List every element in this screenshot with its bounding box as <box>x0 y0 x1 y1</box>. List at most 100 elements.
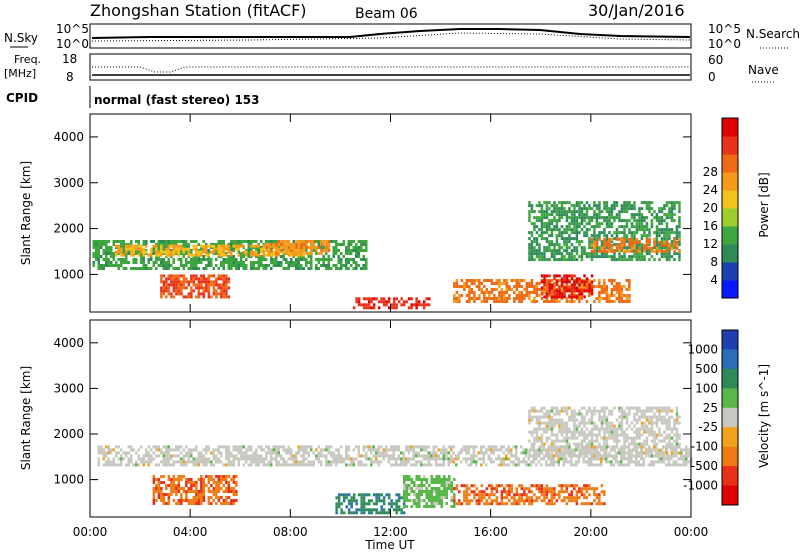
heatmap-cell <box>626 422 629 425</box>
heatmap-cell <box>253 451 256 454</box>
heatmap-cell <box>511 288 513 291</box>
heatmap-cell <box>536 240 539 243</box>
heatmap-cell <box>598 210 601 213</box>
heatmap-cell <box>596 234 599 237</box>
heatmap-cell <box>183 460 186 463</box>
heatmap-cell <box>160 460 163 463</box>
heatmap-cell <box>218 267 221 270</box>
heatmap-cell <box>100 255 103 258</box>
heatmap-cell <box>160 499 163 502</box>
heatmap-cell <box>546 487 549 490</box>
heatmap-cell <box>573 216 576 219</box>
heatmap-cell <box>465 448 468 451</box>
heatmap-cell <box>593 250 596 253</box>
heatmap-cell <box>593 225 596 228</box>
heatmap-cell <box>265 457 268 460</box>
heatmap-cell <box>98 243 101 246</box>
heatmap-cell <box>270 240 273 243</box>
heatmap-cell <box>546 496 549 499</box>
heatmap-cell <box>115 240 118 243</box>
heatmap-cell <box>578 300 581 303</box>
heatmap-cell <box>505 463 508 466</box>
heatmap-cell <box>280 249 283 252</box>
heatmap-cell <box>680 448 683 451</box>
heatmap-cell <box>378 496 381 499</box>
heatmap-cell <box>533 484 536 487</box>
heatmap-cell <box>365 493 368 496</box>
heatmap-cell <box>553 413 556 416</box>
heatmap-cell <box>328 240 331 243</box>
heatmap-cell <box>563 410 566 413</box>
heatmap-cell <box>328 267 331 270</box>
heatmap-cell <box>105 460 108 463</box>
heatmap-cell <box>180 502 183 505</box>
heatmap-cell <box>631 452 634 455</box>
heatmap-cell <box>546 204 549 207</box>
heatmap-cell <box>636 428 639 431</box>
heatmap-cell <box>586 410 589 413</box>
heatmap-cell <box>561 258 564 261</box>
heatmap-cell <box>363 511 366 514</box>
heatmap-cell <box>218 460 221 463</box>
heatmap-cell <box>283 448 286 451</box>
heatmap-cell <box>588 440 591 443</box>
heatmap-cell <box>603 457 606 460</box>
heatmap-cell <box>215 243 218 246</box>
heatmap-cell <box>423 457 426 460</box>
heatmap-cell <box>568 300 571 303</box>
heatmap-cell <box>543 499 546 502</box>
heatmap-cell <box>348 249 351 252</box>
heatmap-cell <box>243 267 246 270</box>
heatmap-cell <box>453 445 456 448</box>
heatmap-cell <box>613 463 616 466</box>
heatmap-cell <box>676 252 679 255</box>
heatmap-cell <box>225 254 228 257</box>
heatmap-cell <box>581 216 584 219</box>
heatmap-cell <box>175 274 178 277</box>
heatmap-cell <box>558 410 561 413</box>
heatmap-cell <box>358 463 361 466</box>
heatmap-cell <box>160 240 163 243</box>
heatmap-cell <box>385 300 388 303</box>
heatmap-cell <box>210 490 213 493</box>
heatmap-cell <box>103 243 106 246</box>
heatmap-cell <box>616 238 619 241</box>
heatmap-cell <box>298 261 301 264</box>
heatmap-cell <box>190 499 193 502</box>
heatmap-cell <box>323 255 326 258</box>
heatmap-cell <box>486 297 489 300</box>
heatmap-cell <box>588 294 591 297</box>
heatmap-cell <box>468 463 471 466</box>
heatmap-cell <box>536 243 539 246</box>
heatmap-cell <box>238 264 241 267</box>
heatmap-cell <box>601 210 604 213</box>
heatmap-cell <box>95 243 98 246</box>
heatmap-cell <box>158 246 161 249</box>
heatmap-cell <box>621 425 624 428</box>
heatmap-cell <box>353 448 356 451</box>
heatmap-cell <box>613 288 616 291</box>
heatmap-cell <box>245 454 248 457</box>
heatmap-cell <box>541 204 544 207</box>
heatmap-cell <box>398 499 401 502</box>
heatmap-cell <box>576 428 579 431</box>
heatmap-cell <box>666 222 669 225</box>
heatmap-cell <box>255 454 258 457</box>
heatmap-cell <box>265 463 268 466</box>
heatmap-cell <box>188 295 191 298</box>
heatmap-cell <box>310 240 313 243</box>
heatmap-cell <box>130 448 133 451</box>
heatmap-cell <box>526 288 529 291</box>
heatmap-cell <box>433 487 436 490</box>
heatmap-cell <box>578 292 581 295</box>
heatmap-cell <box>383 499 386 502</box>
heatmap-cell <box>623 455 626 458</box>
heatmap-cell <box>596 502 599 505</box>
heatmap-cell <box>380 460 383 463</box>
heatmap-cell <box>248 252 251 255</box>
heatmap-cell <box>611 410 614 413</box>
heatmap-cell <box>611 279 614 282</box>
heatmap-cell <box>370 448 373 451</box>
heatmap-cell <box>668 244 671 247</box>
heatmap-cell <box>586 487 589 490</box>
